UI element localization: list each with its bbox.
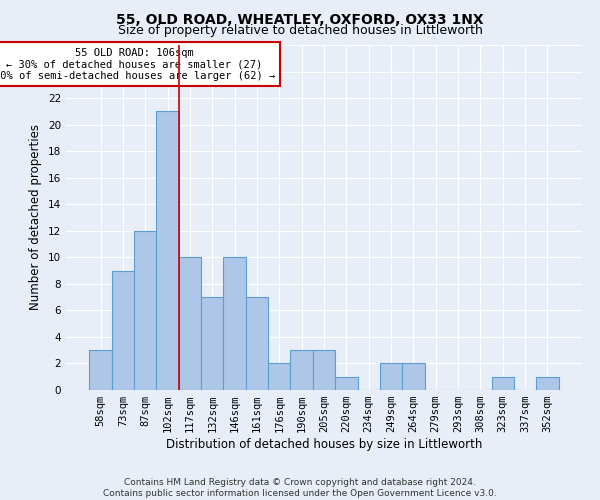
Bar [335,376,358,390]
Bar [402,364,425,390]
X-axis label: Distribution of detached houses by size in Littleworth: Distribution of detached houses by size … [166,438,482,451]
Bar [268,364,290,390]
Bar [223,258,246,390]
Bar [491,376,514,390]
Bar [380,364,402,390]
Bar [134,231,157,390]
Bar [179,258,201,390]
Text: 55 OLD ROAD: 106sqm
← 30% of detached houses are smaller (27)
70% of semi-detach: 55 OLD ROAD: 106sqm ← 30% of detached ho… [0,48,275,81]
Bar [157,112,179,390]
Bar [112,270,134,390]
Text: Contains HM Land Registry data © Crown copyright and database right 2024.
Contai: Contains HM Land Registry data © Crown c… [103,478,497,498]
Bar [536,376,559,390]
Text: Size of property relative to detached houses in Littleworth: Size of property relative to detached ho… [118,24,482,37]
Bar [313,350,335,390]
Bar [246,297,268,390]
Bar [89,350,112,390]
Bar [290,350,313,390]
Bar [201,297,223,390]
Text: 55, OLD ROAD, WHEATLEY, OXFORD, OX33 1NX: 55, OLD ROAD, WHEATLEY, OXFORD, OX33 1NX [116,12,484,26]
Y-axis label: Number of detached properties: Number of detached properties [29,124,43,310]
